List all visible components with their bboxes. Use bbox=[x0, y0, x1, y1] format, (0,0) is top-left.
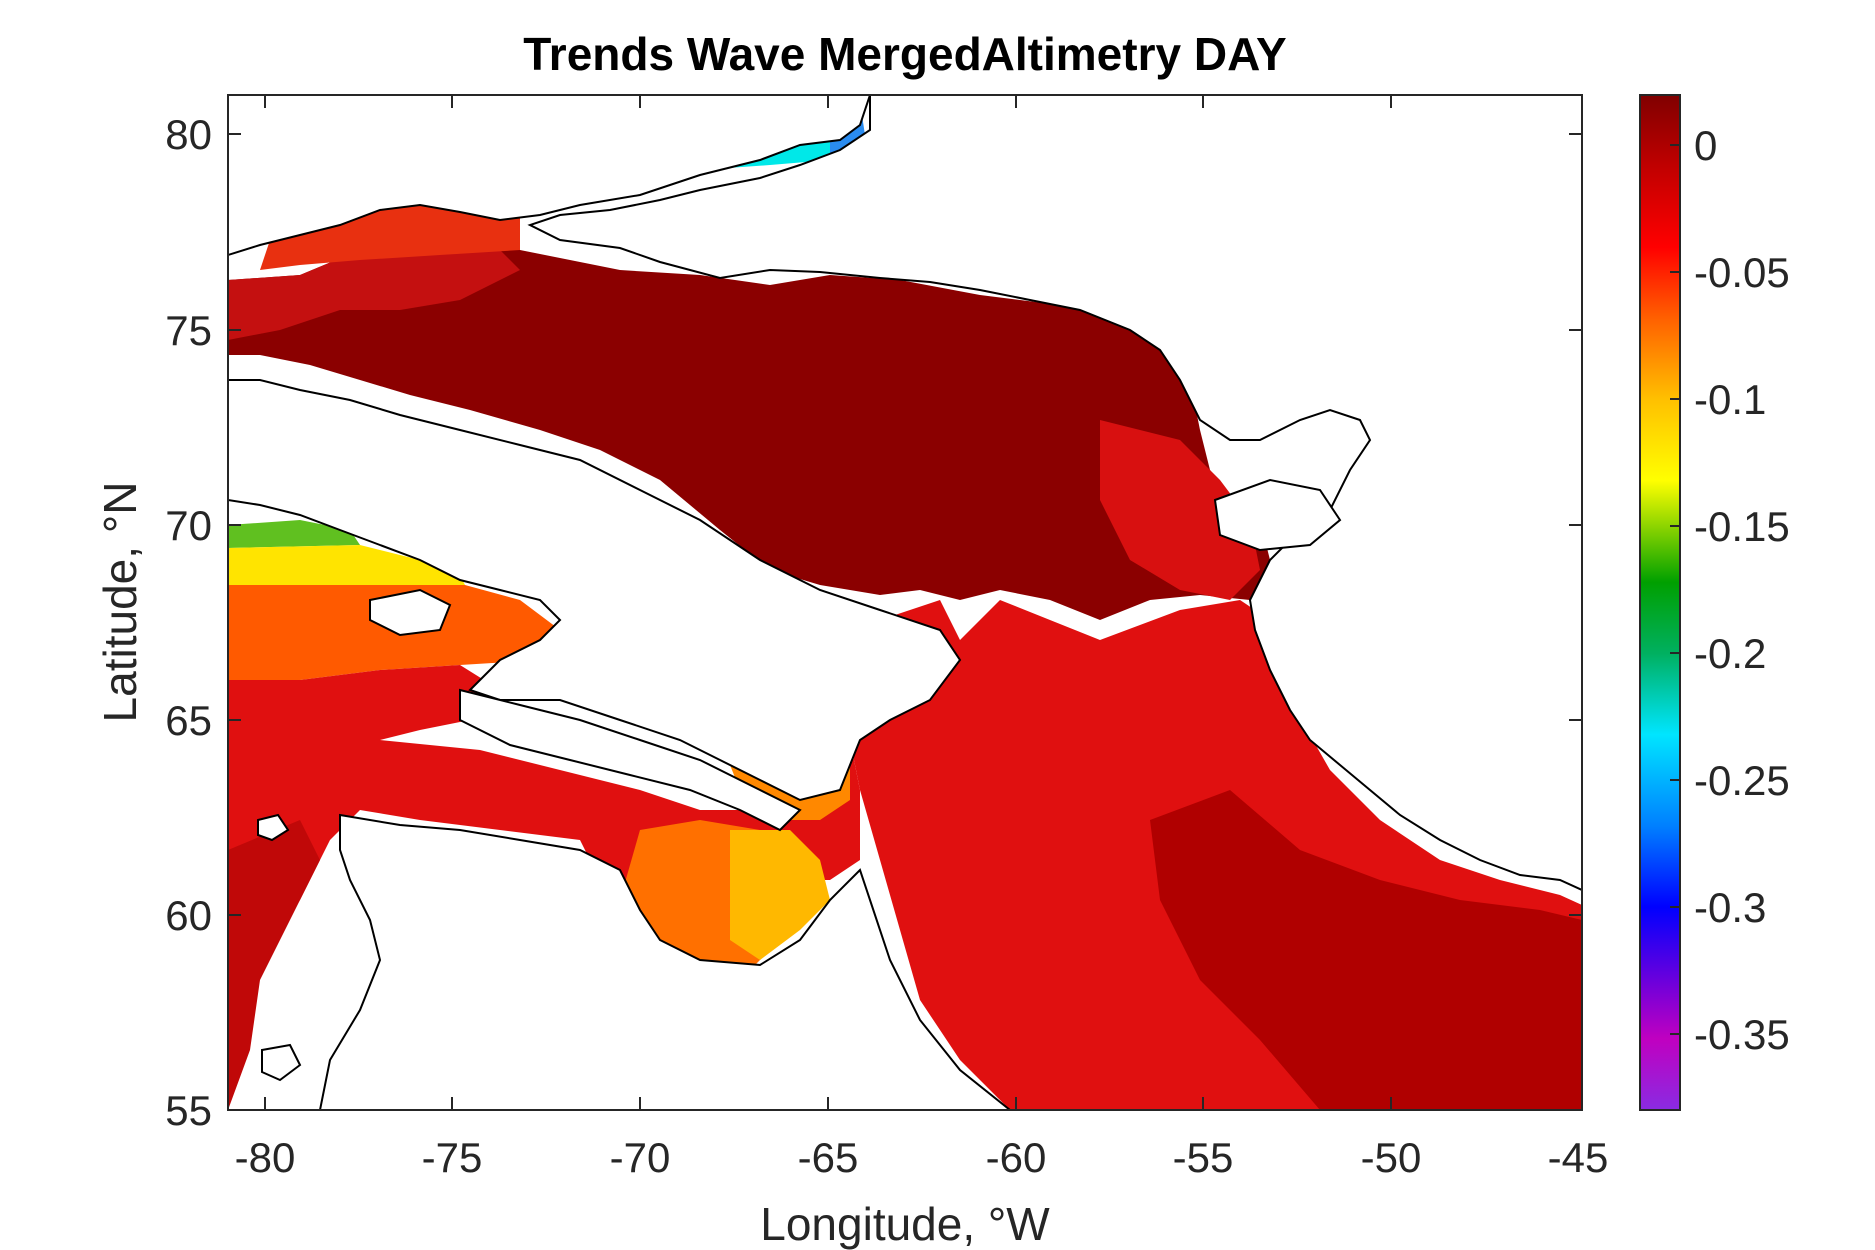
baffin-bay-margin bbox=[228, 245, 520, 340]
x-tick-label: -70 bbox=[610, 1134, 671, 1181]
y-tick-label: 55 bbox=[165, 1087, 212, 1134]
trend-field bbox=[228, 100, 1582, 1110]
chart-title: Trends Wave MergedAltimetry DAY bbox=[523, 28, 1287, 80]
hudson-bay-field bbox=[228, 665, 860, 1110]
land-north-greenland bbox=[527, 95, 1582, 892]
land-baffin-south-coast bbox=[459, 688, 802, 832]
x-tick-label: -65 bbox=[798, 1134, 859, 1181]
y-axis-label: Latitude, °N bbox=[94, 482, 146, 723]
y-tick-label: 80 bbox=[165, 111, 212, 158]
x-tick-label: -45 bbox=[1548, 1134, 1609, 1181]
land-masses bbox=[228, 95, 1582, 1110]
land-small-island-2 bbox=[261, 1043, 302, 1082]
y-tick-labels: 55 60 65 70 75 80 bbox=[165, 111, 212, 1134]
y-tick-label: 75 bbox=[165, 307, 212, 354]
y-tick-label: 70 bbox=[165, 502, 212, 549]
land-ellesmere bbox=[228, 95, 872, 257]
land-small-island-1 bbox=[257, 813, 290, 842]
y-tick-label: 65 bbox=[165, 697, 212, 744]
foxe-basin-green bbox=[228, 520, 360, 548]
colorbar-tick-label: -0.35 bbox=[1694, 1011, 1790, 1058]
colorbar-tick-label: -0.1 bbox=[1694, 376, 1766, 423]
hudson-bay-dark bbox=[228, 820, 320, 1110]
x-tick-labels: -80 -75 -70 -65 -60 -55 -50 -45 bbox=[235, 1134, 1609, 1181]
y-tick-label: 60 bbox=[165, 892, 212, 939]
x-tick-label: -55 bbox=[1173, 1134, 1234, 1181]
colorbar-tick-label: -0.2 bbox=[1694, 630, 1766, 677]
x-tick-label: -60 bbox=[986, 1134, 1047, 1181]
hudson-strait-amber bbox=[730, 830, 830, 960]
x-axis-label: Longitude, °W bbox=[760, 1198, 1050, 1250]
west-greenland-shelf bbox=[1100, 420, 1260, 600]
colorbar-tick-label: -0.05 bbox=[1694, 249, 1790, 296]
x-tick-label: -75 bbox=[422, 1134, 483, 1181]
colorbar-tick-label: -0.3 bbox=[1694, 884, 1766, 931]
colorbar-gradient bbox=[1639, 94, 1681, 1111]
foxe-basin-yellow bbox=[228, 545, 465, 585]
colorbar-tick-label: -0.15 bbox=[1694, 503, 1790, 550]
land-quebec-labrador bbox=[318, 813, 1012, 1110]
plot-frame bbox=[227, 94, 1583, 1111]
colorbar-tick-label: -0.25 bbox=[1694, 757, 1790, 804]
x-tick-label: -50 bbox=[1361, 1134, 1422, 1181]
land-disko-island bbox=[1213, 478, 1342, 552]
land-baffin-island bbox=[228, 379, 962, 802]
x-tick-label: -80 bbox=[235, 1134, 296, 1181]
map-plot-area bbox=[228, 95, 1582, 1110]
colorbar: 0 -0.05 -0.1 -0.15 -0.2 -0.25 -0.3 -0.35 bbox=[1639, 94, 1790, 1111]
tick-marks bbox=[228, 95, 1582, 1110]
colorbar-tick-label: 0 bbox=[1694, 122, 1717, 169]
land-foxe-island bbox=[369, 588, 452, 637]
baffin-bay-field bbox=[228, 245, 1270, 620]
labrador-sea-dark bbox=[1150, 790, 1582, 1110]
